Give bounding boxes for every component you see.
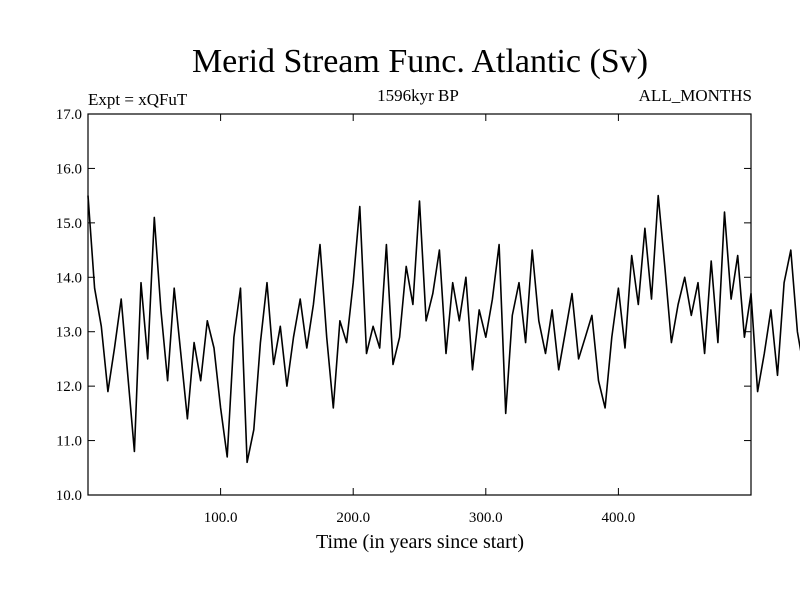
months-label: ALL_MONTHS — [639, 86, 752, 105]
x-tick-label: 400.0 — [602, 510, 636, 526]
y-tick-label: 16.0 — [56, 161, 82, 177]
y-tick-label: 12.0 — [56, 379, 82, 395]
x-tick-label: 300.0 — [469, 510, 503, 526]
plot-frame — [87, 113, 752, 496]
y-tick-label: 17.0 — [56, 107, 82, 123]
x-tick-label: 200.0 — [336, 510, 370, 526]
x-axis: 100.0 200.0 300.0 400.0 — [204, 114, 636, 526]
y-axis: 10.0 11.0 12.0 13.0 14.0 15.0 16.0 17.0 — [56, 107, 751, 504]
y-tick-label: 14.0 — [56, 270, 82, 286]
y-tick-label: 15.0 — [56, 216, 82, 232]
x-tick-label: 100.0 — [204, 510, 238, 526]
experiment-label: Expt = xQFuT — [88, 90, 188, 109]
y-tick-label: 11.0 — [56, 434, 82, 450]
chart-title: Merid Stream Func. Atlantic (Sv) — [192, 43, 648, 80]
y-tick-label: 10.0 — [56, 488, 82, 504]
series-line — [87, 194, 800, 464]
y-tick-label: 13.0 — [56, 325, 82, 341]
x-axis-label: Time (in years since start) — [316, 531, 524, 553]
period-label: 1596kyr BP — [377, 86, 459, 105]
